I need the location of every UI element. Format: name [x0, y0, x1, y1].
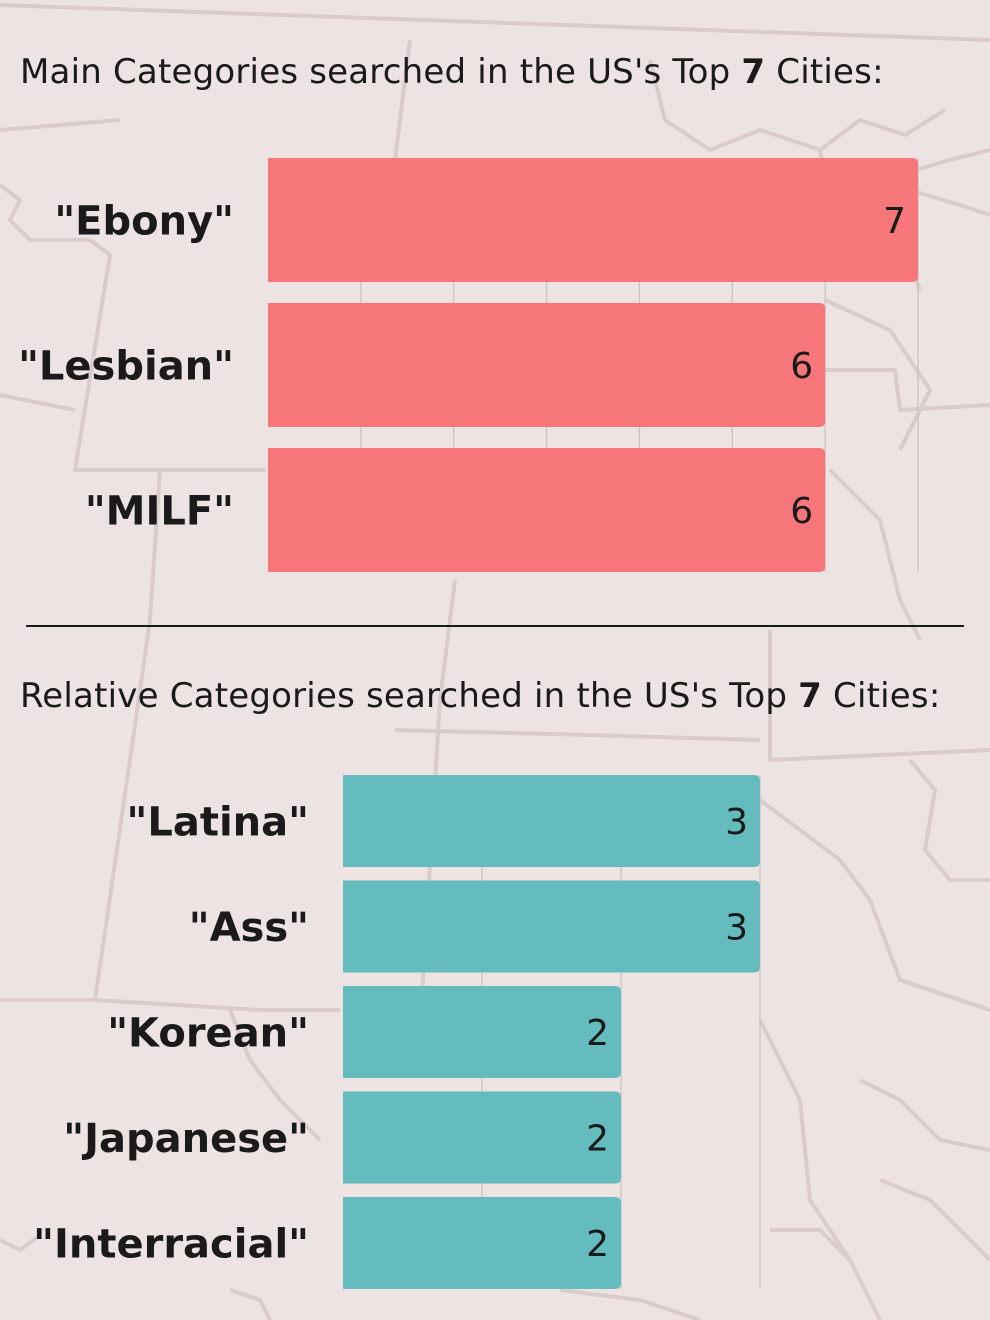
value-label: 2: [586, 1118, 609, 1159]
map-border-line: [393, 39, 412, 161]
bar: [268, 448, 826, 572]
value-label: 6: [790, 346, 813, 387]
bar: [343, 986, 621, 1078]
map-border-line: [758, 1019, 882, 1320]
category-label: "Lesbian": [18, 343, 234, 389]
map-border-line: [914, 148, 990, 172]
map-border-line: [648, 59, 947, 152]
map-border-line: [228, 1009, 322, 1142]
category-label: "Ebony": [54, 198, 234, 244]
map-border-line: [559, 1288, 701, 1320]
map-border-line: [758, 798, 990, 1012]
bar-group: "Lesbian" 6: [18, 303, 826, 427]
map-border-line: [0, 998, 340, 1012]
category-label: "Korean": [107, 1010, 309, 1056]
bar-group: "Ass" 3: [189, 880, 760, 973]
map-border-line: [0, 183, 90, 242]
value-label: 3: [725, 802, 748, 843]
map-border-line: [0, 1233, 42, 1252]
value-label: 2: [586, 1224, 609, 1265]
section-divider: [26, 625, 964, 627]
value-label: 6: [790, 491, 813, 532]
bar-group: "Korean" 2: [107, 986, 621, 1078]
map-border-line: [229, 1288, 272, 1320]
bar-group: "Interracial" 2: [33, 1197, 621, 1289]
category-label: "Interracial": [33, 1221, 309, 1267]
map-border-line: [0, 3, 990, 42]
map-border-line: [909, 188, 990, 217]
bar: [343, 1091, 621, 1184]
main-chart-title: Main Categories searched in the US's Top…: [20, 52, 884, 92]
map-border-line: [879, 1178, 990, 1262]
bar: [268, 158, 918, 282]
bar: [268, 303, 826, 427]
map-border-line: [73, 238, 265, 472]
map-border-line: [908, 758, 990, 882]
value-label: 3: [725, 907, 748, 948]
map-border-line: [828, 468, 922, 641]
bar-group: "Ebony" 7: [54, 158, 918, 282]
map-border-line: [770, 1228, 852, 1262]
bar: [343, 775, 760, 867]
map-border-line: [394, 728, 761, 742]
bar: [343, 1197, 621, 1289]
relative-chart-title: Relative Categories searched in the US's…: [20, 676, 941, 716]
category-label: "Japanese": [63, 1116, 309, 1162]
value-label: 7: [883, 201, 906, 242]
bar: [343, 880, 760, 973]
category-label: "Ass": [189, 905, 309, 951]
map-border-line: [859, 1078, 990, 1152]
map-border-line: [824, 298, 932, 451]
bar-group: "MILF" 6: [85, 448, 826, 572]
category-label: "MILF": [85, 488, 234, 534]
bar-group: "Latina" 3: [127, 775, 760, 867]
map-border-line: [768, 630, 990, 762]
map-border-line: [0, 118, 121, 132]
value-label: 2: [586, 1013, 609, 1054]
map-border-line: [825, 368, 990, 412]
category-label: "Latina": [127, 799, 309, 845]
map-border-line: [93, 469, 162, 1001]
bar-group: "Japanese" 2: [63, 1091, 621, 1184]
map-border-line: [0, 393, 76, 412]
